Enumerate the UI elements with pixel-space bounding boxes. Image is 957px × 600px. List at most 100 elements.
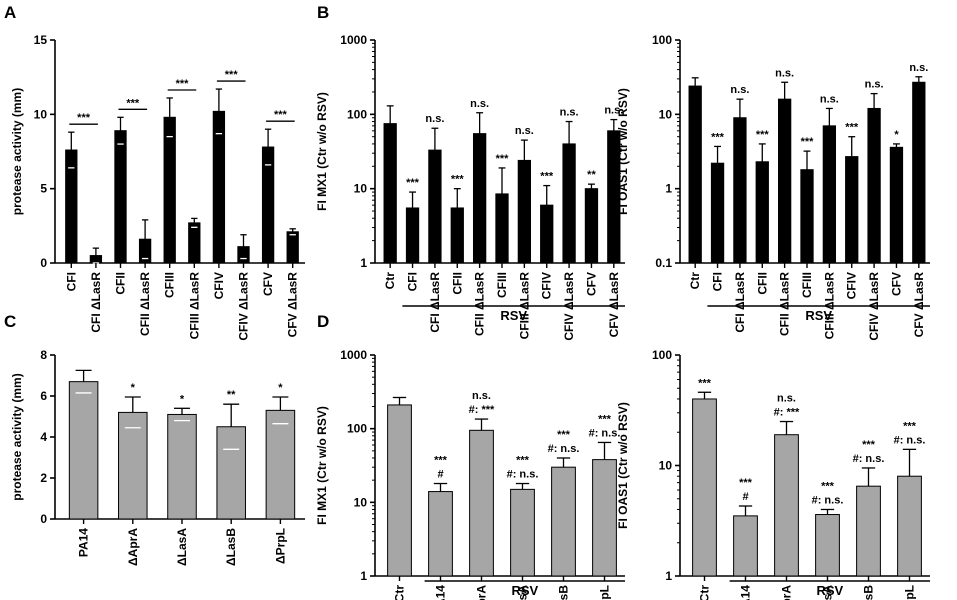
- panel-d1-significance-label: n.s.: [472, 390, 491, 402]
- panel-b2-bar: [845, 156, 859, 264]
- panel-a-bar: [114, 130, 127, 264]
- panel-b2-significance-label: ***: [801, 136, 815, 148]
- panel-d2-bar: [815, 514, 840, 577]
- panel-d2-bar: [897, 475, 922, 577]
- panel-b2-x-tick-label: CFI ΔLasR: [733, 272, 747, 333]
- panel-d1-y-tick-label: 10: [354, 495, 368, 509]
- panel-b2-significance-label: n.s.: [820, 93, 839, 105]
- panel-a-bracket-label: ***: [225, 69, 239, 81]
- panel-b2-significance-label: n.s.: [775, 67, 794, 79]
- panel-b1-significance-label: n.s.: [425, 113, 444, 125]
- panel-a-x-tick-label: CFIV: [212, 272, 226, 299]
- panel-d1-bar: [469, 429, 494, 577]
- panel-b2-group-label: RSV: [805, 308, 832, 323]
- panel-b2-x-tick-label: Ctr: [688, 272, 702, 290]
- panel-d2-significance-label: n.s.: [777, 393, 796, 405]
- panel-c-significance-label: *: [278, 382, 283, 394]
- panel-b1-bar: [472, 133, 487, 264]
- panel-b2-x-tick-label: CFI: [711, 272, 725, 291]
- panel-b1-y-tick-label: 1: [360, 256, 367, 270]
- panel-b1-y-tick-label: 100: [347, 107, 367, 121]
- panel-b1-significance-label: ***: [496, 153, 510, 165]
- panel-d2-y-tick-label: 100: [652, 348, 672, 362]
- panel-c-bar: [265, 409, 296, 520]
- panel-b1-x-tick-label: CFIV: [540, 272, 554, 299]
- panel-a-bar: [89, 255, 103, 264]
- panel-d2-significance-label: #: n.s.: [853, 453, 885, 465]
- panel-d1-significance-label: #: [437, 469, 443, 481]
- panel-d2-y-axis-title: FI OAS1 (Ctr w/o RSV): [616, 402, 630, 529]
- panel-d1-x-tick-label: Ctr: [393, 585, 407, 600]
- panel-a-x-tick-label: CFII: [114, 272, 128, 295]
- panel-d2-x-tick-label: ΔAprA: [780, 585, 794, 600]
- panel-a-bar: [286, 231, 299, 264]
- panel-a-x-tick-label: CFII ΔLasR: [138, 272, 152, 336]
- panel-a-x-tick-label: CFV ΔLasR: [286, 272, 300, 338]
- panel-a-x-tick-label: CFV: [261, 272, 275, 296]
- panel-b2-bar: [889, 146, 904, 264]
- panel-b2-significance-label: *: [894, 129, 899, 141]
- panel-d1-significance-label: #: n.s.: [548, 443, 580, 455]
- panel-b1-x-tick-label: CFV ΔLasR: [607, 272, 621, 338]
- panel-b1-bar: [562, 143, 576, 264]
- panel-b1-significance-label: ***: [540, 171, 554, 183]
- panel-d1-significance-label: ***: [598, 413, 612, 425]
- panel-d1-bar: [387, 404, 412, 577]
- panel-c-y-tick-label: 2: [40, 471, 47, 485]
- panel-d1-y-axis-title: FI MX1 (Ctr w/o RSV): [315, 406, 329, 525]
- panel-c-y-tick-label: 4: [40, 430, 47, 444]
- panel-b1-bar: [405, 207, 420, 264]
- panel-b2-x-tick-label: CFII: [755, 272, 769, 295]
- panel-a-x-tick-label: CFIII: [163, 272, 177, 298]
- panel-d2-x-tick-label: ΔPrpL: [903, 585, 917, 600]
- panel-a-bracket-label: ***: [274, 109, 288, 121]
- panel-c-letter: C: [4, 312, 16, 331]
- panel-b1-y-axis-title: FI MX1 (Ctr w/o RSV): [315, 92, 329, 211]
- panel-b1-group-label: RSV: [500, 308, 527, 323]
- panel-d1-y-tick-label: 100: [347, 422, 367, 436]
- panel-d1-x-tick-label: ΔLasA: [516, 585, 530, 600]
- panel-b2-y-axis-title: FI OAS1 (Ctr w/o RSV): [616, 88, 630, 215]
- panel-b1-letter: B: [317, 3, 329, 22]
- panel-b1-significance-label: ***: [451, 174, 465, 186]
- panel-d1-x-tick-label: PA14: [434, 585, 448, 600]
- panel-b2-significance-label: ***: [756, 129, 770, 141]
- panel-d1-significance-label: ***: [516, 455, 530, 467]
- panel-b2-significance-label: n.s.: [730, 84, 749, 96]
- panel-d1-significance-label: #: n.s.: [507, 469, 539, 481]
- panel-a-x-tick-label: CFIV ΔLasR: [237, 272, 251, 341]
- panel-d2-significance-label: ***: [821, 480, 835, 492]
- panel-d2-bar: [856, 485, 881, 577]
- panel-b2-x-tick-label: CFIV: [845, 272, 859, 299]
- panel-d1-y-tick-label: 1000: [340, 348, 367, 362]
- panel-d2-significance-label: #: ***: [774, 407, 800, 419]
- panel-b2-bar: [912, 81, 926, 264]
- panel-b2-bar: [777, 98, 792, 264]
- panel-c-x-tick-label: ΔLasB: [224, 528, 238, 566]
- panel-d2-y-tick-label: 1: [665, 569, 672, 583]
- panel-b1-bar: [383, 123, 397, 264]
- panel-a-bar: [65, 149, 78, 264]
- panel-b1-significance-label: ***: [406, 177, 420, 189]
- panel-a-x-tick-label: CFIII ΔLasR: [187, 272, 201, 340]
- panel-d1-significance-label: #: ***: [469, 404, 495, 416]
- panel-b1-significance-label: n.s.: [604, 105, 623, 117]
- panel-b2-bar: [755, 161, 769, 264]
- panel-a-bar: [138, 238, 152, 264]
- panel-a-letter: A: [4, 3, 16, 22]
- panel-d1-significance-label: #: n.s.: [589, 427, 621, 439]
- panel-b2-x-tick-label: CFII ΔLasR: [778, 272, 792, 336]
- panel-b1-bar: [428, 149, 442, 264]
- panel-b2-x-tick-label: CFV ΔLasR: [912, 272, 926, 338]
- panel-b2-y-tick-label: 0.1: [655, 256, 672, 270]
- panel-a-bracket-label: ***: [77, 112, 91, 124]
- panel-b1-significance-label: **: [587, 169, 596, 181]
- panel-d2-group-label: RSV: [816, 583, 843, 598]
- panel-a-y-axis-title: protease activity (mm): [10, 88, 24, 215]
- panel-b2-x-tick-label: CFIII: [800, 272, 814, 298]
- panel-d1-bar: [592, 459, 617, 577]
- panel-b1-x-tick-label: Ctr: [383, 272, 397, 290]
- panel-c-significance-label: *: [131, 382, 136, 394]
- panel-d1-bar: [428, 491, 453, 577]
- panel-b2-x-tick-label: CFV: [889, 272, 903, 296]
